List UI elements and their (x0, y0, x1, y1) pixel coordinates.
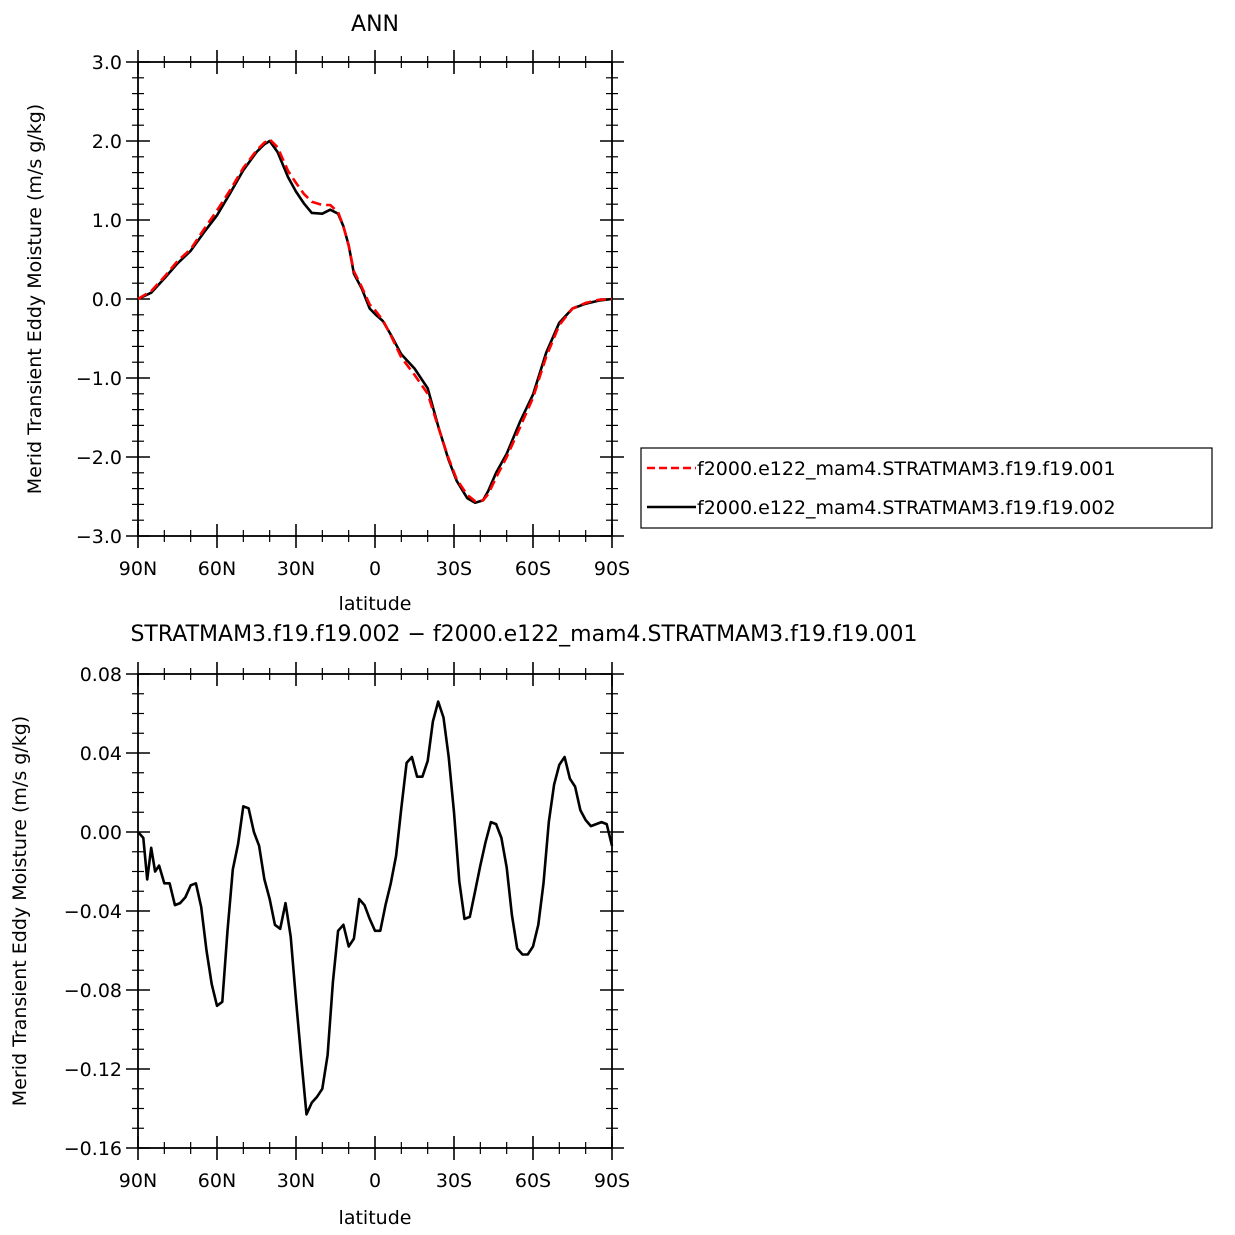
top-x-tick-label: 60N (198, 558, 236, 580)
bottom-x-axis-title: latitude (339, 1207, 412, 1229)
top-x-tick-label: 90S (594, 558, 630, 580)
top-y-tick-label: 0.0 (92, 289, 122, 311)
legend-box (640, 447, 1213, 529)
bottom-y-tick-labels: −0.16 −0.12 −0.08 −0.04 0.00 0.04 0.08 (64, 664, 122, 1160)
bottom-y-tick-label: −0.12 (64, 1059, 122, 1081)
top-x-tick-label: 90N (119, 558, 157, 580)
bottom-panel: STRATMAM3.f19.f19.002 − f2000.e122_mam4.… (9, 622, 918, 1229)
top-panel: ANN −3.0 −2.0 −1.0 0.0 1.0 2.0 3.0 90N 60N 30N 0 3… (24, 12, 630, 615)
bottom-y-tick-label: −0.08 (64, 980, 122, 1002)
top-x-tick-label: 30S (436, 558, 472, 580)
legend: f2000.e122_mam4.STRATMAM3.f19.f19.001 f2… (640, 447, 1213, 529)
bottom-x-tick-labels: 90N 60N 30N 0 30S 60S 90S (119, 1170, 630, 1192)
bottom-x-tick-label: 90N (119, 1170, 157, 1192)
top-y-tick-label: −2.0 (76, 447, 122, 469)
bottom-x-tick-label: 0 (369, 1170, 381, 1192)
top-y-tick-label: 2.0 (92, 131, 122, 153)
bottom-axis-ticks (126, 662, 624, 1160)
top-y-tick-labels: −3.0 −2.0 −1.0 0.0 1.0 2.0 3.0 (76, 52, 122, 548)
bottom-chart-title: STRATMAM3.f19.f19.002 − f2000.e122_mam4.… (130, 622, 917, 647)
bottom-y-tick-label: 0.04 (80, 743, 122, 765)
top-series-1-line (137, 138, 613, 503)
top-x-tick-labels: 90N 60N 30N 0 30S 60S 90S (119, 558, 630, 580)
bottom-x-tick-label: 30N (277, 1170, 315, 1192)
bottom-x-tick-label: 60N (198, 1170, 236, 1192)
top-series-group (137, 138, 613, 505)
legend-label-series-2: f2000.e122_mam4.STRATMAM3.f19.f19.002 (697, 497, 1116, 519)
top-y-tick-label: 1.0 (92, 210, 122, 232)
bottom-x-tick-label: 30S (436, 1170, 472, 1192)
top-chart-title: ANN (351, 12, 399, 37)
bottom-x-tick-label: 90S (594, 1170, 630, 1192)
bottom-y-tick-label: −0.04 (64, 901, 122, 923)
bottom-y-tick-label: 0.08 (80, 664, 122, 686)
bottom-y-tick-label: 0.00 (80, 822, 122, 844)
top-x-tick-label: 30N (277, 558, 315, 580)
bottom-series-group (137, 700, 614, 1116)
legend-label-series-1: f2000.e122_mam4.STRATMAM3.f19.f19.001 (697, 458, 1116, 480)
top-x-tick-label: 60S (515, 558, 551, 580)
bottom-x-tick-label: 60S (515, 1170, 551, 1192)
top-y-tick-label: −1.0 (76, 368, 122, 390)
top-y-axis-title: Merid Transient Eddy Moisture (m/s g/kg) (24, 104, 46, 494)
bottom-series-1-line (137, 700, 614, 1116)
top-x-tick-label: 0 (369, 558, 381, 580)
bottom-y-axis-title: Merid Transient Eddy Moisture (m/s g/kg) (9, 716, 31, 1106)
top-y-tick-label: 3.0 (92, 52, 122, 74)
top-x-axis-title: latitude (339, 593, 412, 615)
top-y-tick-label: −3.0 (76, 526, 122, 548)
bottom-y-tick-label: −0.16 (64, 1138, 122, 1160)
